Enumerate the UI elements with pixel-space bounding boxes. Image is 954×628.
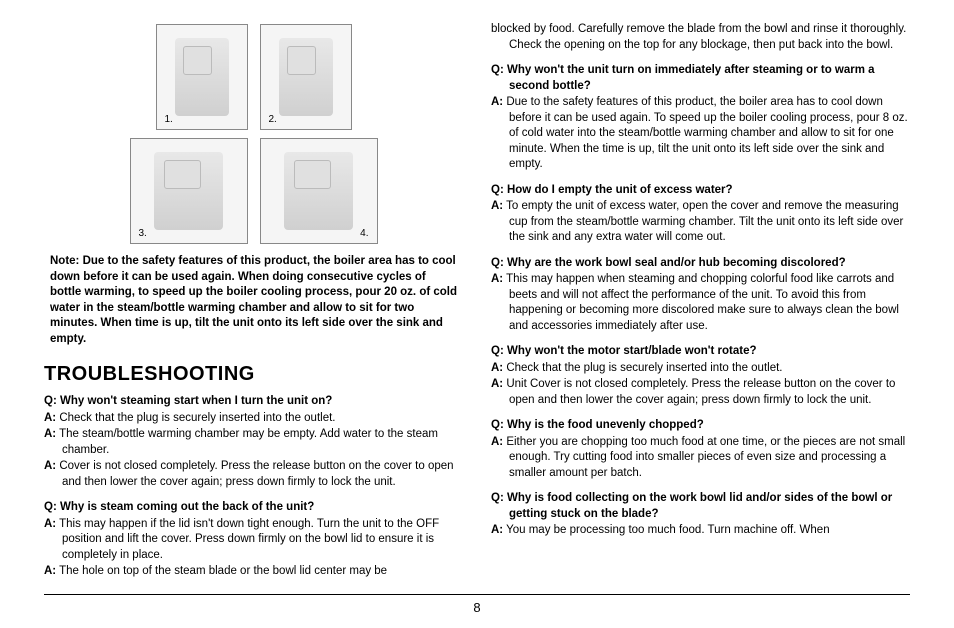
figures-row-2: 3. 4. [44,138,463,244]
answer: A: This may happen when steaming and cho… [491,272,910,334]
question: Q: Why won't steaming start when I turn … [44,394,463,410]
continuation-text: blocked by food. Carefully remove the bl… [491,22,910,53]
answer: A: Check that the plug is securely inser… [44,411,463,427]
qa-block: Q: Why won't steaming start when I turn … [44,394,463,490]
figure-4-label: 4. [360,227,368,241]
answer: A: Due to the safety features of this pr… [491,95,910,173]
figure-1: 1. [156,24,248,130]
page-footer: 8 [0,594,954,618]
page-number: 8 [473,600,480,615]
answer: A: You may be processing too much food. … [491,523,910,539]
answer: A: Unit Cover is not closed completely. … [491,377,910,408]
question: Q: Why is the food unevenly chopped? [491,418,910,434]
qa-block: Q: Why won't the unit turn on immediatel… [491,63,910,173]
figure-3: 3. [130,138,248,244]
figure-3-label: 3. [139,227,147,241]
answer: A: Check that the plug is securely inser… [491,361,910,377]
answer: A: Either you are chopping too much food… [491,435,910,482]
figure-4: 4. [260,138,378,244]
qa-block: Q: Why won't the motor start/blade won't… [491,344,910,408]
qa-block: Q: Why is steam coming out the back of t… [44,500,463,580]
qa-block: Q: Why is the food unevenly chopped?A: E… [491,418,910,481]
figure-2-label: 2. [269,113,277,127]
qa-block: Q: How do I empty the unit of excess wat… [491,183,910,246]
safety-note: Note: Due to the safety features of this… [44,254,463,347]
figure-2: 2. [260,24,352,130]
answer: A: The hole on top of the steam blade or… [44,564,463,580]
question: Q: Why is steam coming out the back of t… [44,500,463,516]
question: Q: Why won't the motor start/blade won't… [491,344,910,360]
right-column: blocked by food. Carefully remove the bl… [491,22,910,580]
answer: A: To empty the unit of excess water, op… [491,199,910,246]
question: Q: Why won't the unit turn on immediatel… [491,63,910,94]
qa-block: Q: Why is food collecting on the work bo… [491,491,910,539]
answer: A: This may happen if the lid isn't down… [44,517,463,564]
question: Q: Why are the work bowl seal and/or hub… [491,256,910,272]
left-column: 1. 2. 3. 4. Note: Due to the safety feat… [44,22,463,580]
question: Q: How do I empty the unit of excess wat… [491,183,910,199]
answer: A: Cover is not closed completely. Press… [44,459,463,490]
figures-row-1: 1. 2. [44,24,463,130]
qa-block: Q: Why are the work bowl seal and/or hub… [491,256,910,335]
troubleshooting-heading: TROUBLESHOOTING [44,361,463,388]
figure-1-label: 1. [165,113,173,127]
answer: A: The steam/bottle warming chamber may … [44,427,463,458]
question: Q: Why is food collecting on the work bo… [491,491,910,522]
